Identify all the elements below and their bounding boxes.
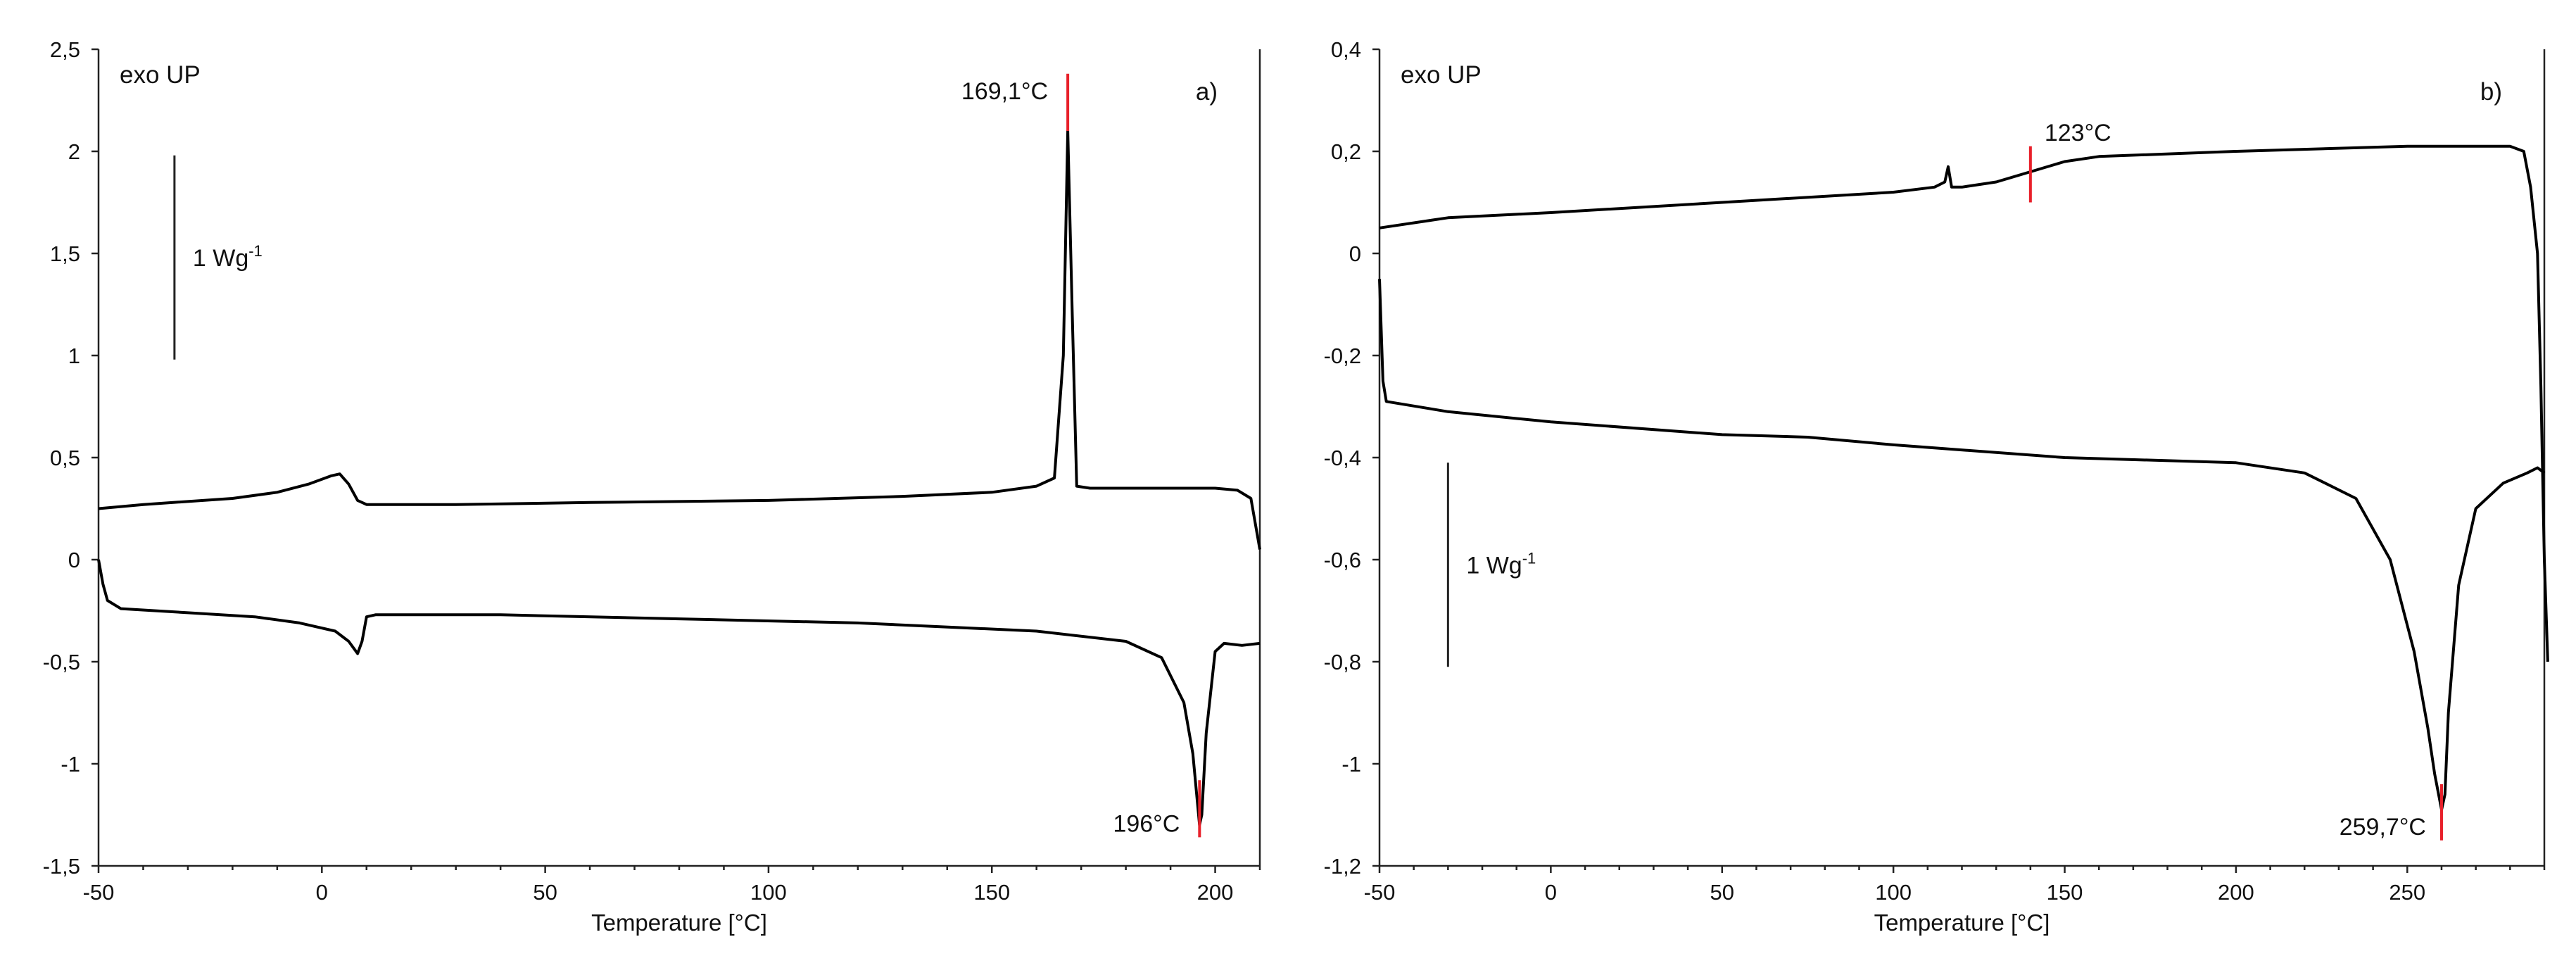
dsc-curve-upper <box>1379 144 2549 662</box>
y-tick-label: -1 <box>61 752 80 776</box>
y-tick-label: 0 <box>68 548 80 572</box>
y-tick-label: -0,5 <box>43 650 80 674</box>
y-tick-label: -1 <box>1341 752 1361 776</box>
panel-label: b) <box>2480 78 2502 106</box>
y-tick-label: 2 <box>68 139 80 164</box>
x-tick-label: 100 <box>1875 880 1912 905</box>
scale-bar-text: 1 Wg <box>1466 552 1522 579</box>
scale-bar-label: 1 Wg-1 <box>1466 549 1536 579</box>
peak-label: 259,7°C <box>2340 814 2426 841</box>
x-tick-label: 50 <box>533 880 557 905</box>
x-axis-title: Temperature [°C] <box>1874 910 2050 936</box>
peak-label: 196°C <box>1113 810 1180 837</box>
x-tick-label: 250 <box>2389 880 2425 905</box>
y-tick-label: -0,4 <box>1324 446 1361 470</box>
scale-bar-sup: -1 <box>1522 549 1536 567</box>
exo-up-label: exo UP <box>120 61 201 89</box>
y-tick-label: 1,5 <box>50 241 80 266</box>
scale-bar-text: 1 Wg <box>193 245 248 272</box>
exo-up-label: exo UP <box>1401 61 1482 89</box>
y-tick-label: -0,2 <box>1324 344 1361 368</box>
x-tick-label: 200 <box>1197 880 1234 905</box>
scale-bar-label: 1 Wg-1 <box>193 242 263 272</box>
y-tick-label: 1 <box>68 344 80 368</box>
dsc-curve-lower <box>1378 279 2546 812</box>
panel-a: -1,5 -1 -0,5 0 0,5 1 1,5 2 2,5 -50 0 50 100 150 200 Tem… <box>43 37 1261 936</box>
x-tick-label: 200 <box>2218 880 2254 905</box>
y-tick-label: 2,5 <box>50 37 80 62</box>
y-tick-label: 0,4 <box>1331 37 1361 62</box>
y-tick-label: -0,6 <box>1324 548 1361 572</box>
y-tick-label: -0,8 <box>1324 650 1361 674</box>
x-axis-title: Temperature [°C] <box>591 910 767 936</box>
y-tick-label: 0,5 <box>50 446 80 470</box>
x-tick-label: 0 <box>316 880 328 905</box>
dsc-curve-upper <box>98 130 1261 550</box>
panel-b: -1,2 -1 -0,8 -0,6 -0,4 -0,2 0 0,2 0,4 -50 0 50 100 15… <box>1324 37 2549 936</box>
x-tick-label: -50 <box>83 880 115 905</box>
dsc-curve-lower <box>97 559 1261 826</box>
y-tick-label: -1,2 <box>1324 854 1361 879</box>
scale-bar-sup: -1 <box>248 242 263 260</box>
x-tick-label: 100 <box>750 880 787 905</box>
peak-label: 169,1°C <box>961 78 1048 105</box>
y-tick-label: -1,5 <box>43 854 80 879</box>
panel-label: a) <box>1196 78 1218 106</box>
x-tick-label: 0 <box>1545 880 1557 905</box>
x-tick-label: -50 <box>1364 880 1396 905</box>
x-tick-label: 150 <box>2047 880 2083 905</box>
x-tick-label: 150 <box>973 880 1010 905</box>
peak-label: 123°C <box>2045 120 2111 146</box>
y-tick-label: 0 <box>1349 241 1361 266</box>
x-tick-label: 50 <box>1710 880 1734 905</box>
y-tick-label: 0,2 <box>1331 139 1361 164</box>
